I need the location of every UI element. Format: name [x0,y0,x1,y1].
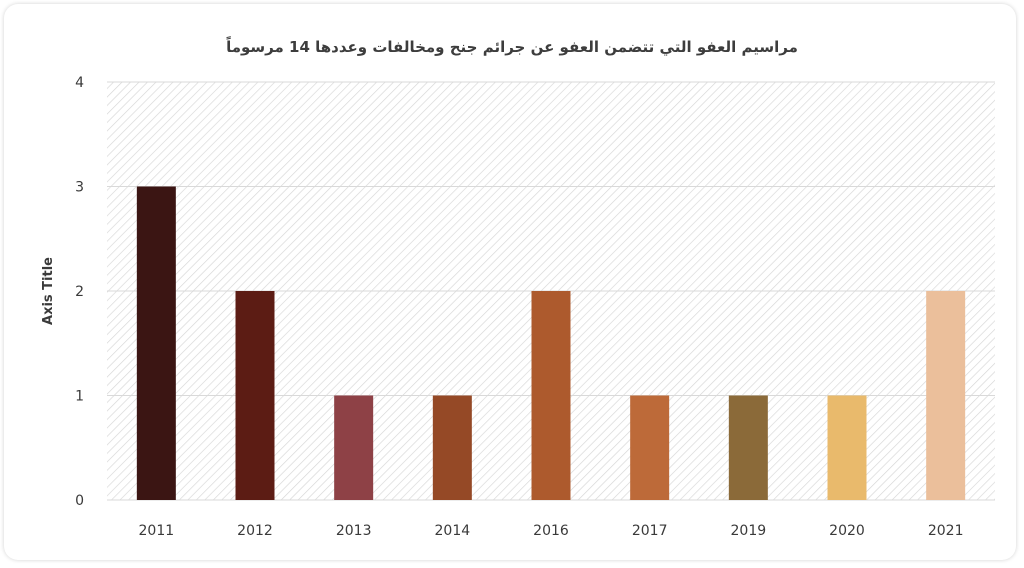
x-tick-label-2012: 2012 [237,523,273,539]
y-tick-label: 2 [75,284,84,300]
bar-2017 [630,395,670,500]
y-tick-label: 0 [75,493,84,509]
x-tick-label-2011: 2011 [139,523,175,539]
bar-2012 [235,291,275,500]
bar-2020 [827,395,867,500]
y-tick-label: 3 [75,180,84,196]
bar-2019 [728,395,768,500]
bar-2016 [531,291,571,500]
x-tick-label-2016: 2016 [533,523,569,539]
chart-title: مراسيم العفو التي تتضمن العفو عن جرائم ج… [226,36,798,56]
x-tick-label-2020: 2020 [829,523,865,539]
bar-2011 [136,186,176,500]
y-axis-title: Axis Title [41,257,56,325]
x-tick-label-2013: 2013 [336,523,372,539]
bar-2021 [926,291,966,500]
x-tick-label-2014: 2014 [435,523,471,539]
y-tick-label: 1 [75,389,84,405]
y-tick-label: 4 [75,75,84,91]
bar-2014 [432,395,472,500]
x-tick-label-2021: 2021 [928,523,964,539]
x-tick-label-2019: 2019 [731,523,767,539]
bar-2013 [334,395,374,500]
x-tick-label-2017: 2017 [632,523,668,539]
